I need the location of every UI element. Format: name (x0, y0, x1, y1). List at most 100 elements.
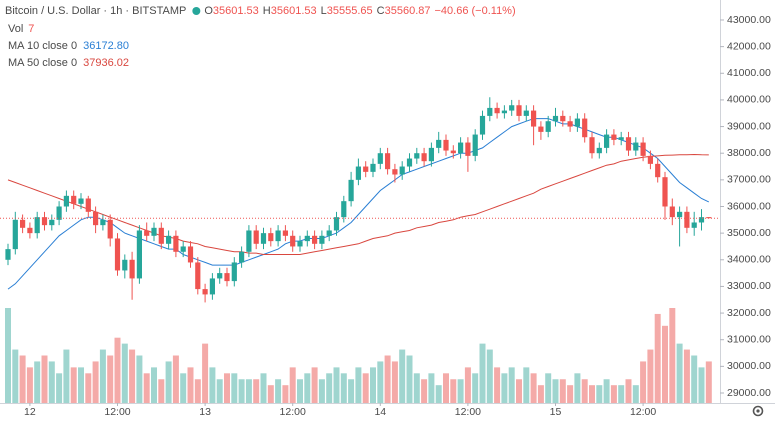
candle-body (260, 233, 267, 244)
volume-bar (479, 343, 486, 403)
y-tick-label: 41000.00 (727, 67, 771, 79)
candle-body (312, 235, 318, 244)
ohlc-prefix: O (204, 5, 213, 17)
volume-bar (194, 379, 201, 403)
settings-icon[interactable] (752, 405, 764, 417)
candle-body (20, 219, 26, 228)
volume-bar (267, 385, 274, 403)
candle-body (319, 235, 325, 244)
candle-body (85, 198, 91, 212)
ohlc-prefix: C (377, 5, 385, 17)
volume-bar (348, 379, 355, 403)
candle-body (640, 142, 646, 156)
candle-body (509, 105, 515, 111)
volume-bar (180, 373, 187, 403)
candle-body (625, 137, 632, 151)
candle-body (34, 217, 40, 234)
x-tick-label: 15 (550, 406, 562, 418)
candle-body (217, 273, 223, 279)
volume-bar (304, 373, 311, 403)
volume-bar (216, 379, 223, 403)
candle-body (523, 110, 529, 116)
volume-bar (238, 379, 245, 403)
volume-bar (640, 361, 647, 403)
candle-body (136, 230, 142, 279)
volume-name: Vol (8, 23, 23, 35)
volume-bar (545, 373, 552, 403)
ohlc-value: 35601.53 (271, 5, 317, 17)
candle-body (114, 238, 121, 271)
candle-body (436, 139, 442, 148)
volume-bar (647, 349, 654, 403)
ma-name: MA 50 close 0 (8, 57, 77, 69)
candle-body (662, 177, 668, 207)
candle-body (341, 201, 347, 218)
volume-bar (326, 373, 333, 403)
ohlc-prefix: H (263, 5, 271, 17)
volume-bar (370, 367, 376, 403)
ohlc-value: 35601.53 (213, 5, 259, 17)
volume-bar (340, 373, 347, 403)
volume-bar (12, 349, 19, 403)
candle-body (377, 153, 383, 164)
candle-body (428, 147, 434, 162)
y-tick-label: 34000.00 (727, 254, 771, 266)
volume-bar (399, 349, 406, 403)
candle-body (560, 115, 566, 122)
volume-bar (172, 355, 179, 403)
candle-body (355, 166, 361, 180)
ohlc-value: 35555.65 (327, 5, 373, 17)
candle-body (239, 251, 245, 263)
candle-body (472, 134, 478, 156)
volume-bar (19, 355, 26, 403)
candle-body (647, 155, 653, 164)
volume-bar (275, 379, 282, 403)
y-tick-label: 37000.00 (727, 174, 771, 186)
y-tick-label: 31000.00 (727, 334, 771, 346)
volume-bar (187, 367, 194, 403)
volume-bar (224, 373, 230, 403)
y-tick-label: 36000.00 (727, 200, 771, 212)
candle-body (173, 235, 179, 252)
volume-bar (632, 385, 639, 403)
legend-row: Bitcoin / U.S. Dollar · 1h · BITSTAMP (5, 5, 186, 17)
candle-body (450, 150, 456, 154)
candle-body (122, 259, 128, 271)
volume-bar (209, 367, 216, 403)
candle-body (297, 241, 303, 247)
candle-body (655, 163, 661, 178)
volume-bar (552, 379, 559, 403)
volume-bar (508, 367, 515, 403)
volume-bar (355, 367, 362, 403)
candle-body (691, 222, 697, 228)
volume-bar (428, 373, 435, 403)
candle-body (326, 230, 332, 236)
y-tick-label: 33000.00 (727, 280, 771, 292)
plot-area: 29000.00 30000.00 31000.00 32000.00 33000.00… (0, 14, 771, 418)
volume-bar (486, 349, 493, 403)
volume-bar (435, 385, 442, 403)
volume-bar (282, 385, 289, 403)
candle-body (706, 217, 712, 219)
volume-bar (669, 308, 676, 403)
candle-body (224, 273, 230, 282)
volume-bar (114, 337, 121, 403)
y-tick-label: 29000.00 (727, 387, 771, 399)
volume-bar (443, 373, 449, 403)
volume-bar (70, 367, 77, 403)
settings-hub[interactable] (756, 409, 760, 413)
legend: Bitcoin / U.S. Dollar · 1h · BITSTAMP O35… (5, 5, 516, 69)
candle-body (158, 227, 164, 244)
candle-body (385, 153, 391, 170)
volume-bar (567, 385, 574, 403)
ohlc-prefix: L (321, 5, 327, 17)
volume-bar (698, 367, 705, 403)
volume-bar (683, 349, 690, 403)
volume-bar (413, 373, 420, 403)
settings-gear[interactable] (752, 405, 764, 417)
candle-body (552, 115, 559, 122)
volume-bar (589, 385, 595, 403)
status-dot (192, 7, 201, 15)
y-tick-label: 30000.00 (727, 360, 771, 372)
volume-bar (384, 355, 391, 403)
